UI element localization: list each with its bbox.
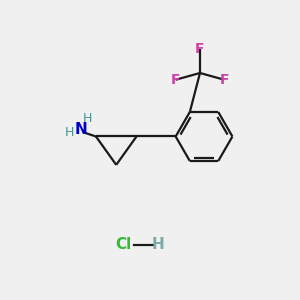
Text: F: F [220,73,229,87]
Text: F: F [195,42,205,56]
Text: Cl: Cl [115,237,131,252]
Text: H: H [65,126,74,139]
Text: H: H [83,112,92,125]
Text: N: N [75,122,88,137]
Text: F: F [171,73,180,87]
Text: H: H [152,237,164,252]
